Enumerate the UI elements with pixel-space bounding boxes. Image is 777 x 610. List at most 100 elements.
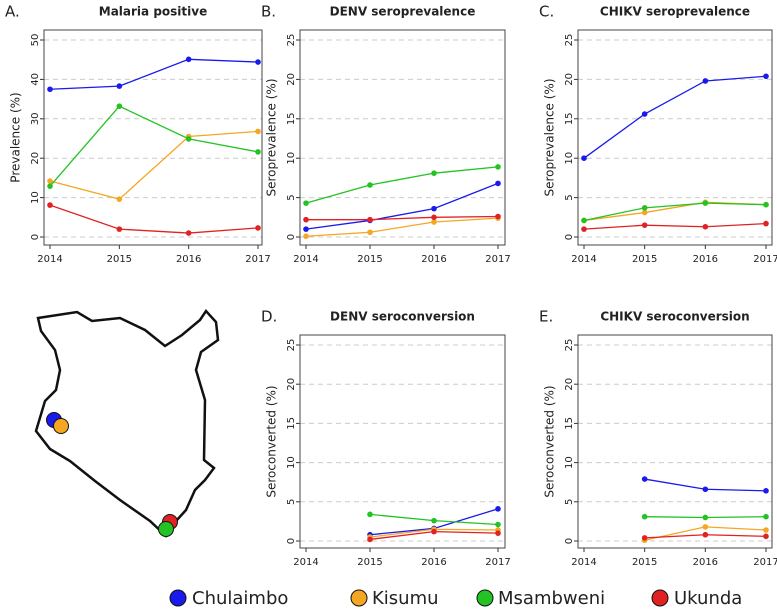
x-tick-label: 2017: [753, 557, 777, 568]
y-tick-label: 25: [286, 34, 297, 47]
plot-frame: [43, 29, 263, 246]
data-point: [303, 233, 309, 240]
data-point: [641, 535, 648, 541]
data-point: [763, 527, 769, 533]
y-tick-label: 25: [564, 34, 575, 47]
data-point: [495, 180, 501, 187]
y-tick-label: 0: [30, 234, 41, 240]
data-point: [702, 531, 709, 538]
data-point: [763, 533, 769, 540]
data-point: [367, 511, 373, 518]
y-tick-label: 40: [30, 73, 41, 86]
y-tick-label: 20: [286, 378, 297, 391]
data-point: [495, 506, 501, 512]
data-point: [47, 86, 53, 93]
y-tick-label: 15: [286, 112, 297, 125]
plot-frame: [299, 29, 506, 246]
plot-frame: [577, 334, 773, 549]
data-point: [303, 216, 309, 223]
y-axis-label: Prevalence (%): [9, 92, 23, 182]
x-tick-label: 2014: [293, 254, 318, 265]
series-line: [49, 58, 259, 90]
data-point: [431, 528, 437, 535]
chart-title: DENV seroconversion: [330, 310, 475, 324]
y-tick-label: 15: [564, 112, 575, 125]
y-tick-label: 20: [564, 73, 575, 86]
x-tick-label: 2015: [357, 254, 382, 265]
data-point: [431, 517, 437, 524]
data-point: [641, 209, 648, 216]
y-tick-label: 15: [286, 417, 297, 430]
x-tick-label: 2015: [107, 254, 132, 265]
kenya-map: [34, 308, 220, 538]
data-point: [581, 217, 587, 224]
y-tick-label: 5: [286, 499, 297, 505]
data-point: [47, 178, 53, 184]
data-point: [641, 476, 648, 482]
y-tick-label: 25: [286, 339, 297, 352]
legend-label: Kisumu: [372, 588, 439, 609]
panel-label: C.: [539, 3, 554, 21]
x-tick-label: 2017: [245, 254, 270, 265]
y-tick-label: 0: [564, 234, 575, 240]
y-tick-label: 15: [564, 417, 575, 430]
legend-swatch: [350, 589, 368, 607]
data-point: [763, 513, 769, 520]
data-point: [431, 214, 437, 221]
x-tick-label: 2014: [571, 254, 596, 265]
x-tick-label: 2014: [571, 557, 596, 568]
x-tick-label: 2016: [176, 254, 201, 265]
x-tick-label: 2015: [632, 254, 657, 265]
x-tick-label: 2015: [632, 557, 657, 568]
x-tick-label: 2016: [693, 254, 718, 265]
data-point: [431, 170, 437, 176]
data-point: [255, 59, 261, 65]
data-point: [763, 73, 769, 80]
y-axis-label: Seroprevalence (%): [265, 78, 279, 196]
data-point: [702, 514, 709, 521]
y-tick-label: 10: [30, 191, 41, 204]
x-tick-label: 2016: [421, 557, 446, 568]
x-tick-label: 2017: [485, 254, 510, 265]
data-point: [185, 56, 192, 63]
y-tick-label: 20: [564, 378, 575, 391]
chart-title: CHIKV seroconversion: [600, 310, 749, 324]
data-point: [702, 223, 709, 230]
y-tick-label: 25: [564, 339, 575, 352]
panel-label: D.: [261, 308, 277, 326]
data-point: [431, 205, 437, 212]
legend-label: Ukunda: [674, 588, 742, 609]
data-point: [255, 225, 261, 231]
y-tick-label: 5: [286, 194, 297, 200]
x-tick-label: 2014: [293, 557, 318, 568]
y-tick-label: 20: [30, 152, 41, 165]
y-tick-label: 5: [564, 194, 575, 200]
panel-label: B.: [261, 3, 276, 21]
y-tick-label: 0: [286, 234, 297, 240]
data-point: [185, 136, 192, 142]
y-tick-label: 20: [286, 73, 297, 86]
y-axis-label: Seroprevalence (%): [543, 78, 557, 196]
y-tick-label: 0: [286, 538, 297, 544]
series-line: [49, 130, 259, 200]
chart-title: Malaria positive: [99, 5, 207, 19]
data-point: [495, 530, 501, 536]
series-line: [305, 217, 499, 237]
data-point: [495, 164, 501, 170]
plot-frame: [299, 334, 506, 549]
series-line: [583, 222, 767, 230]
series-line: [305, 182, 499, 230]
x-tick-label: 2016: [693, 557, 718, 568]
data-point: [116, 83, 123, 89]
data-point: [47, 183, 53, 189]
data-point: [763, 201, 769, 208]
data-point: [763, 488, 769, 494]
y-tick-label: 0: [564, 538, 575, 544]
y-tick-label: 50: [30, 34, 41, 47]
panel-label: A.: [5, 3, 20, 21]
y-tick-label: 10: [564, 456, 575, 469]
data-point: [641, 222, 648, 228]
data-point: [116, 196, 123, 202]
y-tick-label: 10: [286, 152, 297, 165]
